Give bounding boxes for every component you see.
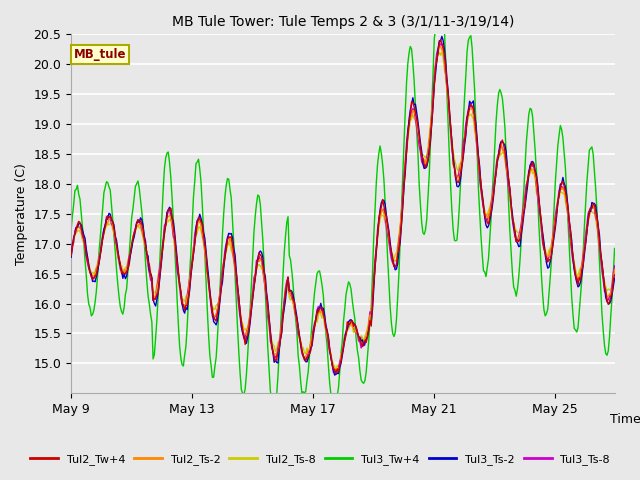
Y-axis label: Temperature (C): Temperature (C) xyxy=(15,163,28,265)
X-axis label: Time: Time xyxy=(610,413,640,426)
Text: MB_tule: MB_tule xyxy=(74,48,126,60)
Title: MB Tule Tower: Tule Temps 2 & 3 (3/1/11-3/19/14): MB Tule Tower: Tule Temps 2 & 3 (3/1/11-… xyxy=(172,15,514,29)
Legend: Tul2_Tw+4, Tul2_Ts-2, Tul2_Ts-8, Tul3_Tw+4, Tul3_Ts-2, Tul3_Ts-8: Tul2_Tw+4, Tul2_Ts-2, Tul2_Ts-8, Tul3_Tw… xyxy=(26,450,614,469)
